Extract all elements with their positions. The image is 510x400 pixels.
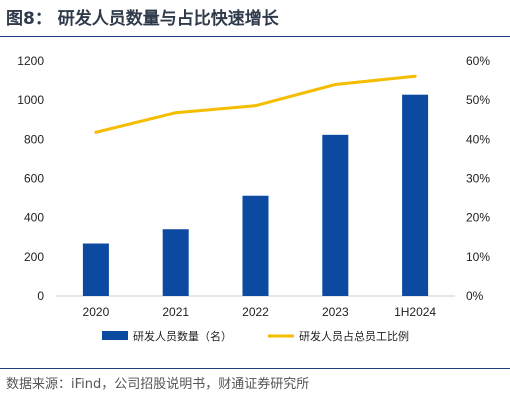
ratio-point-2022 (254, 104, 257, 108)
legend-bar-label: 研发人员数量（名） (133, 329, 232, 343)
x-tick-label: 2020 (83, 305, 110, 319)
x-tick-label: 1H2024 (394, 305, 436, 319)
left-tick-label: 0 (37, 289, 44, 303)
right-axis-ticks: 0% 10% 20% 30% 40% 50% 60% (466, 54, 490, 303)
bar-2020 (82, 243, 109, 296)
left-tick-label: 800 (24, 132, 44, 146)
combo-chart: 0 200 400 600 800 1000 1200 0% 10% 20% 30% 40% 50% 6… (17, 54, 490, 343)
title-divider (0, 36, 510, 37)
bar-2022 (242, 195, 269, 296)
right-tick-label: 0% (466, 289, 484, 303)
ratio-point-2020 (94, 130, 98, 134)
ratio-point-1H2024 (413, 74, 417, 78)
ratio-point-2021 (174, 111, 178, 115)
bar-2021 (162, 229, 189, 296)
left-tick-label: 400 (24, 211, 44, 225)
x-tick-label: 2023 (322, 305, 349, 319)
x-axis-labels: 2020 2021 2022 2023 1H2024 (83, 305, 437, 319)
right-tick-label: 50% (466, 93, 490, 107)
legend: 研发人员数量（名） 研发人员占总员工比例 (102, 329, 409, 343)
right-tick-label: 30% (466, 172, 490, 186)
x-tick-label: 2022 (242, 305, 269, 319)
chart-title: 图8： 研发人员数量与占比快速增长 (6, 9, 279, 29)
right-tick-label: 10% (466, 250, 490, 264)
left-tick-label: 600 (24, 172, 44, 186)
right-tick-label: 40% (466, 132, 490, 146)
bar-2023 (322, 134, 349, 296)
source-note: 数据来源：iFind，公司招股说明书，财通证券研究所 (6, 377, 310, 392)
left-tick-label: 1000 (17, 93, 44, 107)
legend-line-label: 研发人员占总员工比例 (299, 329, 409, 343)
footer-divider (0, 368, 510, 369)
bar-series (82, 94, 429, 296)
ratio-point-2023 (333, 83, 337, 86)
legend-bar-swatch (102, 331, 128, 340)
chart-area: 0 200 400 600 800 1000 1200 0% 10% 20% 30% 40% 50% 6… (0, 40, 510, 360)
line-series (94, 74, 417, 134)
right-tick-label: 20% (466, 211, 490, 225)
left-axis-ticks: 0 200 400 600 800 1000 1200 (17, 54, 44, 303)
left-tick-label: 200 (24, 250, 44, 264)
bar-1H2024 (402, 94, 429, 296)
left-tick-label: 1200 (17, 54, 44, 68)
x-tick-label: 2021 (162, 305, 189, 319)
right-tick-label: 60% (466, 54, 490, 68)
